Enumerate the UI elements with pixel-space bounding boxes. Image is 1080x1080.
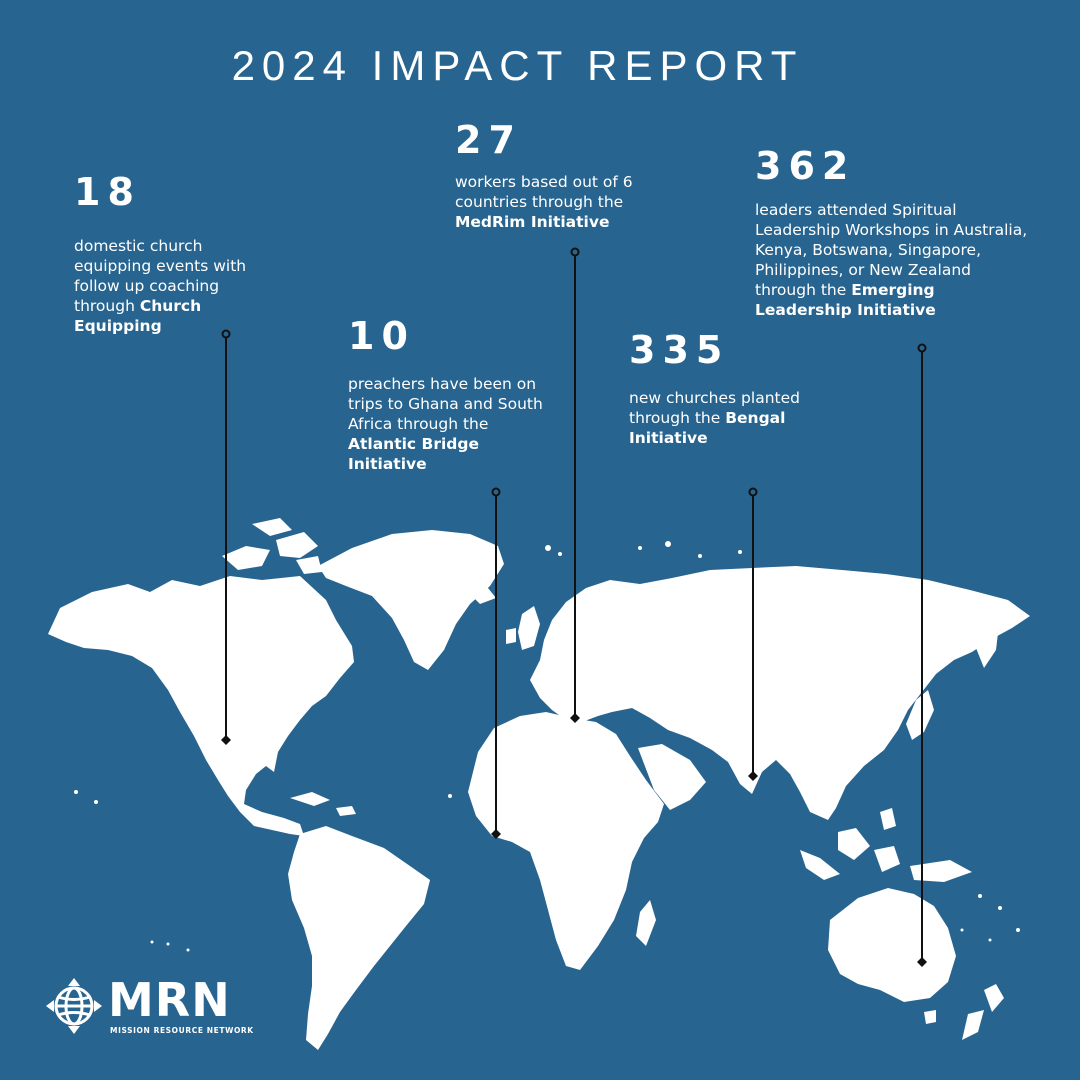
north-america (48, 576, 354, 836)
stat-medrim: 27 workers based out of 6 countries thro… (455, 118, 670, 232)
stat-description: new churches planted through the Bengal … (629, 389, 800, 447)
mrn-logo: MRN MISSION RESOURCE NETWORK (44, 973, 264, 1040)
australia (828, 888, 956, 1002)
report-title: 2024 IMPACT REPORT (231, 42, 804, 89)
stat-church-equipping: 18 domestic church equipping events with… (74, 170, 279, 336)
stat-number: 362 (755, 144, 856, 188)
eurasia (530, 566, 1030, 820)
stat-description: workers based out of 6 countries through… (455, 173, 633, 231)
africa (468, 712, 664, 970)
stat-number: 10 (348, 314, 415, 358)
stat-number: 27 (455, 118, 522, 162)
stat-number: 18 (74, 170, 141, 214)
stat-description: leaders attended Spiritual Leadership Wo… (755, 201, 1028, 319)
south-america (288, 826, 430, 1050)
logo-org-name: MISSION RESOURCE NETWORK (110, 1026, 254, 1035)
stat-number: 335 (629, 328, 730, 372)
stat-emerging-leadership: 362 leaders attended Spiritual Leadershi… (755, 144, 1030, 320)
globe-icon (46, 978, 102, 1034)
greenland (318, 530, 504, 670)
stat-description: domestic church equipping events with fo… (74, 237, 247, 335)
stat-atlantic-bridge: 10 preachers have been on trips to Ghana… (348, 314, 548, 474)
logo-wordmark: MRN (108, 973, 231, 1027)
stat-bengal: 335 new churches planted through the Ben… (629, 328, 839, 448)
stat-description: preachers have been on trips to Ghana an… (348, 375, 543, 473)
